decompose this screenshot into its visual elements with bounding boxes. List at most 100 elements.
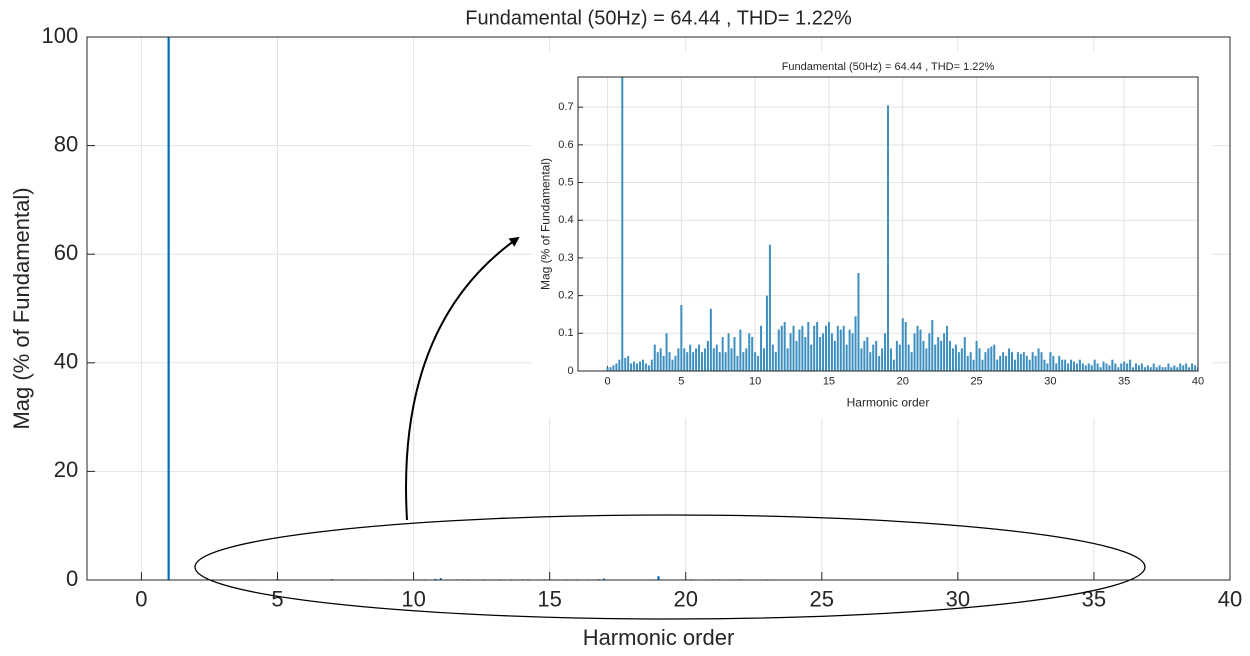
bar <box>913 333 916 371</box>
bar <box>1034 355 1037 371</box>
bar <box>1037 348 1040 371</box>
x-tick-label: 25 <box>970 375 982 387</box>
bar <box>701 352 703 371</box>
bar <box>698 344 701 371</box>
bar <box>895 340 898 371</box>
bar <box>789 333 792 371</box>
bar <box>966 355 969 371</box>
bar <box>825 325 827 371</box>
bar <box>712 348 715 371</box>
bar <box>763 348 765 371</box>
bar <box>1055 363 1058 371</box>
bar <box>1108 365 1111 371</box>
bar <box>957 352 960 371</box>
bar <box>768 244 771 371</box>
bar <box>1149 367 1152 371</box>
x-tick-label: 0 <box>604 375 610 387</box>
bar <box>1146 365 1149 371</box>
bar <box>1126 363 1129 371</box>
y-tick-label: 60 <box>54 240 78 265</box>
bar <box>647 365 650 371</box>
plot-frame <box>86 36 1231 581</box>
bar <box>760 325 763 371</box>
bar <box>627 355 630 371</box>
bar <box>650 359 653 371</box>
zoom-arrow <box>405 236 520 521</box>
bar <box>1140 363 1143 371</box>
bar <box>1099 367 1102 371</box>
bar <box>795 340 798 371</box>
bar <box>1078 359 1081 371</box>
bar <box>984 352 987 371</box>
bar <box>657 576 660 580</box>
y-tick-label: 0 <box>567 365 573 377</box>
bar <box>1084 365 1087 371</box>
bar <box>987 348 990 371</box>
bar <box>1019 354 1022 371</box>
bar <box>754 352 757 371</box>
bar <box>686 352 689 371</box>
bar <box>733 337 736 371</box>
inset-chart: 0 5 10 15 20 25 30 35 40 0 0.1 0.2 0.3 0.4 0.5 0.6 0.7 Fu… <box>538 61 1204 410</box>
bar <box>1129 359 1132 371</box>
bar <box>851 333 854 371</box>
bar <box>1016 352 1019 371</box>
bar <box>771 344 774 371</box>
bar <box>866 337 869 371</box>
bar <box>901 318 904 371</box>
bar <box>615 363 618 371</box>
bar <box>910 352 913 371</box>
bar <box>863 340 866 371</box>
bar <box>668 352 671 371</box>
bar <box>1120 363 1123 371</box>
chart-title: Fundamental (50Hz) = 64.44 , THD= 1.22% <box>782 61 995 73</box>
x-tick-label: 40 <box>1218 587 1242 612</box>
bar <box>887 105 889 371</box>
bars <box>606 77 1198 371</box>
bar <box>1028 359 1031 371</box>
bar <box>892 359 895 371</box>
bar <box>721 337 724 371</box>
bar <box>641 359 644 371</box>
bar <box>1155 367 1158 371</box>
bar <box>827 322 830 371</box>
bar <box>807 322 810 371</box>
x-tick-label: 20 <box>673 587 697 612</box>
bar <box>167 37 170 580</box>
bar <box>757 355 760 371</box>
bar <box>1090 365 1093 371</box>
bar <box>1049 352 1052 371</box>
y-tick-label: 0.2 <box>558 290 573 302</box>
bar <box>1111 359 1114 371</box>
bar <box>792 325 795 371</box>
bar <box>1161 367 1164 371</box>
x-tick-label: 10 <box>749 375 761 387</box>
bar <box>659 348 662 371</box>
bar <box>656 352 659 371</box>
bar <box>1067 363 1070 371</box>
bar <box>680 305 683 371</box>
bar <box>951 348 954 371</box>
bar <box>822 333 825 371</box>
bar <box>742 352 745 371</box>
bar <box>993 344 996 371</box>
bar <box>774 352 777 371</box>
bar <box>1170 367 1173 371</box>
bar <box>954 344 957 371</box>
bar <box>1052 355 1055 371</box>
y-tick-label: 0 <box>66 566 78 591</box>
bar <box>1008 348 1011 371</box>
bar <box>798 329 801 371</box>
y-tick-label: 100 <box>41 23 78 48</box>
bar <box>875 340 878 371</box>
bar <box>718 352 721 371</box>
bar <box>969 352 972 371</box>
bar <box>931 320 934 371</box>
bar <box>765 295 768 371</box>
bar <box>1070 359 1073 371</box>
bar <box>1075 363 1078 371</box>
bar <box>1167 363 1170 371</box>
bar <box>633 361 636 371</box>
bar <box>780 325 783 371</box>
bar <box>999 355 1002 371</box>
